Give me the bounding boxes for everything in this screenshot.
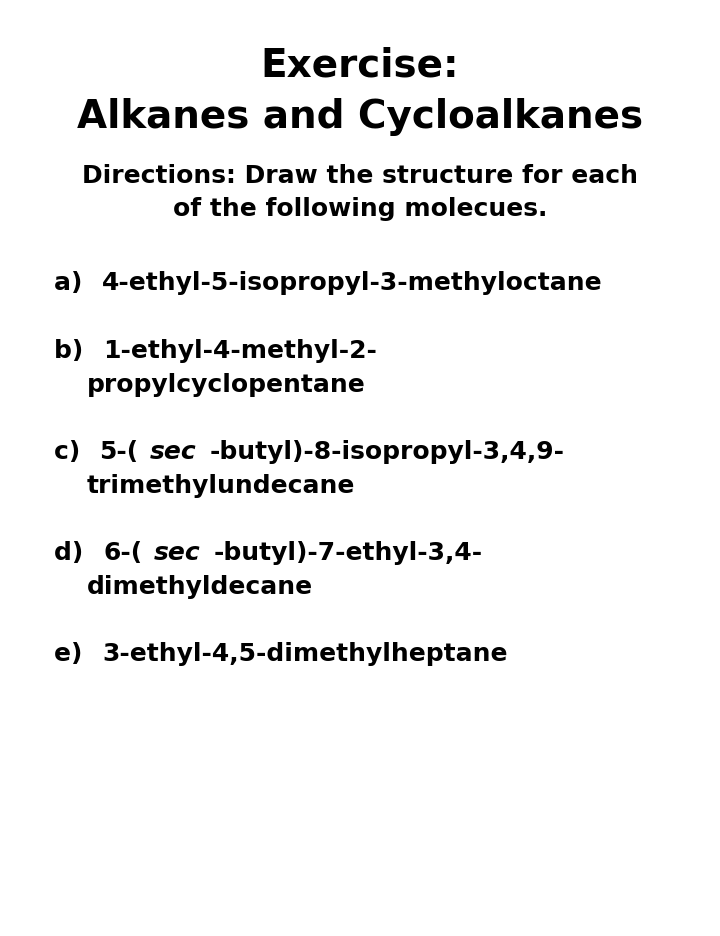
Text: sec: sec (153, 541, 200, 565)
Text: dimethyldecane: dimethyldecane (86, 575, 312, 599)
Text: 5-(: 5-( (99, 440, 138, 464)
Text: c): c) (54, 440, 89, 464)
Text: b): b) (54, 339, 92, 363)
Text: Directions: Draw the structure for each: Directions: Draw the structure for each (82, 164, 638, 188)
Text: trimethylundecane: trimethylundecane (86, 474, 355, 498)
Text: 4-ethyl-5-isopropyl-3-methyloctane: 4-ethyl-5-isopropyl-3-methyloctane (102, 271, 603, 296)
Text: Alkanes and Cycloalkanes: Alkanes and Cycloalkanes (77, 98, 643, 137)
Text: 3-ethyl-4,5-dimethylheptane: 3-ethyl-4,5-dimethylheptane (102, 642, 508, 666)
Text: propylcyclopentane: propylcyclopentane (86, 373, 365, 397)
Text: a): a) (54, 271, 91, 296)
Text: -butyl)-7-ethyl-3,4-: -butyl)-7-ethyl-3,4- (214, 541, 483, 565)
Text: -butyl)-8-isopropyl-3,4,9-: -butyl)-8-isopropyl-3,4,9- (210, 440, 565, 464)
Text: e): e) (54, 642, 91, 666)
Text: 6-(: 6-( (103, 541, 142, 565)
Text: of the following molecues.: of the following molecues. (173, 197, 547, 221)
Text: Exercise:: Exercise: (261, 47, 459, 85)
Text: sec: sec (150, 440, 197, 464)
Text: d): d) (54, 541, 92, 565)
Text: 1-ethyl-4-methyl-2-: 1-ethyl-4-methyl-2- (103, 339, 377, 363)
